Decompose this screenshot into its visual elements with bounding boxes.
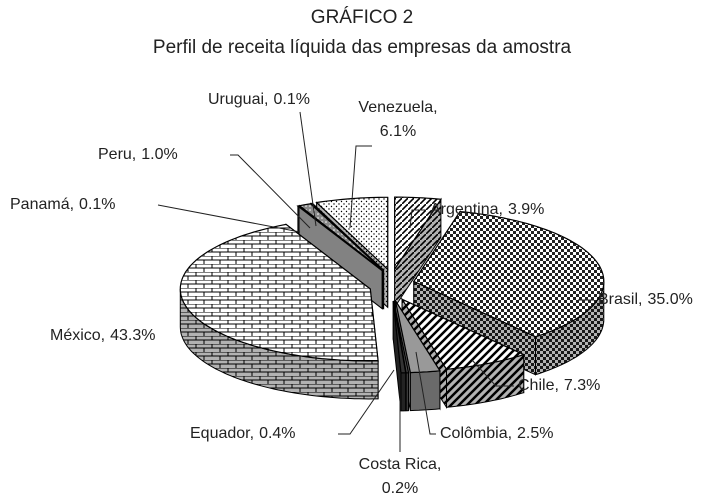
slice-top — [296, 205, 383, 272]
slice-shade — [410, 370, 440, 411]
data-label: Uruguai, 0.1% — [208, 91, 310, 108]
chart-subtitle: Perfil de receita líquida das empresas d… — [153, 37, 572, 58]
value-label: 0.1% — [273, 91, 309, 108]
chart-title: GRÁFICO 2 — [311, 7, 413, 28]
value-label: 0.2% — [382, 480, 418, 497]
category-label: Peru, — [98, 146, 136, 163]
data-label: Venezuela, 6.1% — [358, 99, 437, 140]
slice — [179, 223, 379, 400]
category-label: Uruguai, — [208, 91, 268, 108]
leader-line — [299, 111, 317, 227]
data-label: Peru, 1.0% — [98, 146, 178, 163]
value-label: 0.4% — [259, 425, 295, 442]
slice-top — [394, 300, 441, 374]
slice-top — [179, 223, 379, 362]
value-label: 43.3% — [110, 327, 155, 344]
data-label: Panamá, 0.1% — [10, 196, 116, 213]
slice-shade — [393, 301, 401, 411]
category-label: Argentina, — [430, 201, 503, 218]
slice-top — [412, 210, 605, 338]
slice-top — [309, 202, 385, 271]
category-label: Venezuela, — [358, 99, 437, 116]
category-label: Brasil, — [598, 291, 642, 308]
value-label: 3.9% — [508, 201, 544, 218]
value-label: 35.0% — [647, 291, 692, 308]
data-label: México, 43.3% — [50, 327, 156, 344]
leader-line — [471, 359, 514, 387]
slice-shade — [180, 289, 379, 399]
data-label: Colômbia, 2.5% — [440, 425, 554, 442]
slice-shade — [406, 372, 409, 411]
slice-shade — [394, 199, 441, 308]
leader-line — [230, 154, 311, 229]
slice-shade — [535, 281, 604, 375]
data-label: Chile, 7.3% — [518, 377, 600, 394]
data-label: Costa Rica, 0.2% — [359, 456, 442, 497]
category-label: Equador, — [190, 425, 254, 442]
leader-line — [157, 204, 301, 233]
data-label: Argentina, 3.9% — [430, 201, 544, 218]
value-label: 1.0% — [141, 146, 177, 163]
category-label: Costa Rica, — [359, 456, 442, 473]
slice-top — [315, 196, 389, 271]
slice-top — [392, 300, 407, 374]
slice-shade — [446, 354, 524, 408]
category-label: Colômbia, — [440, 425, 512, 442]
value-label: 6.1% — [380, 123, 416, 140]
value-label: 7.3% — [564, 377, 600, 394]
category-label: Panamá, — [10, 196, 74, 213]
data-label: Equador, 0.4% — [190, 425, 296, 442]
slice — [394, 196, 442, 309]
labels: Argentina, 3.9% Brasil, 35.0% Chile, 7.3% Colô… — [10, 91, 693, 497]
leader-line — [409, 209, 426, 229]
category-label: México, — [50, 327, 105, 344]
value-label: 2.5% — [517, 425, 553, 442]
pie — [179, 196, 605, 412]
leader-line — [349, 145, 372, 229]
slice-top — [394, 196, 442, 272]
slice-top — [400, 297, 526, 370]
leader-line — [415, 351, 436, 435]
slice-shade — [401, 372, 406, 411]
slice — [392, 300, 407, 412]
leader-line — [338, 369, 395, 435]
slice — [412, 209, 605, 376]
value-label: 0.1% — [79, 196, 115, 213]
category-label: Chile, — [518, 377, 559, 394]
data-label: Brasil, 35.0% — [598, 291, 693, 308]
